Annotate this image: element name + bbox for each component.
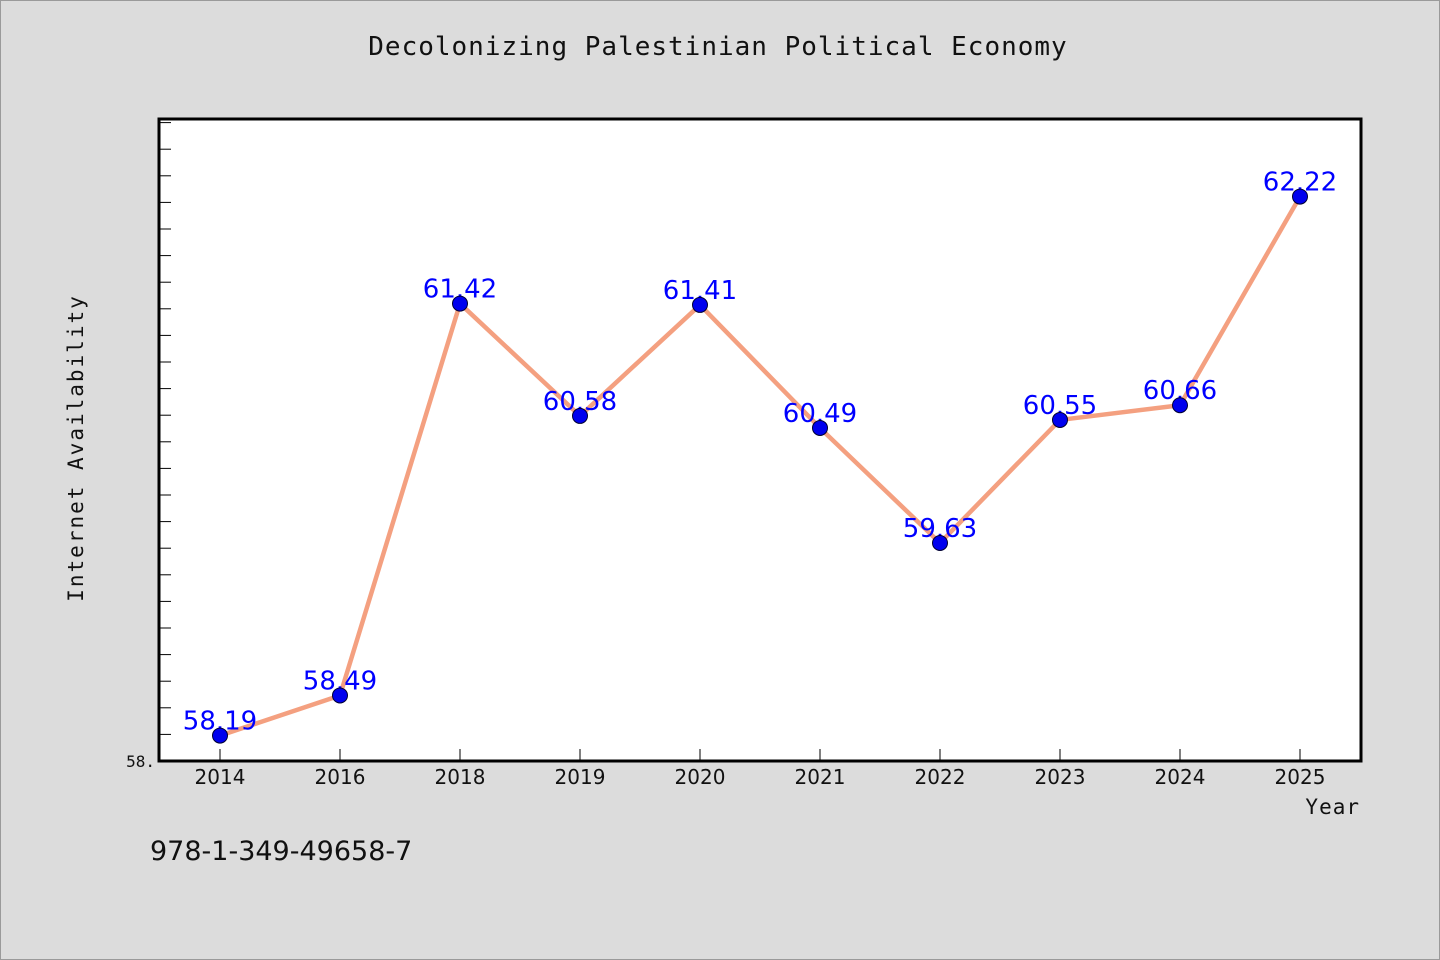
x-tick-label: 2024 xyxy=(1155,765,1206,789)
isbn-text: 978-1-349-49658-7 xyxy=(150,836,413,867)
x-tick-label: 2020 xyxy=(675,765,726,789)
x-tick-label: 2018 xyxy=(435,765,486,789)
x-axis-label: Year xyxy=(1305,795,1360,819)
x-tick-label: 2014 xyxy=(195,765,246,789)
x-tick-label: 2025 xyxy=(1275,765,1326,789)
data-point xyxy=(812,419,828,436)
x-tick-label: 2022 xyxy=(915,765,966,789)
x-tick-label: 2016 xyxy=(315,765,366,789)
data-point xyxy=(572,407,588,424)
chart-title: Decolonizing Palestinian Political Econo… xyxy=(368,32,1068,62)
y-tick-label: 58. xyxy=(126,752,155,771)
data-point xyxy=(452,295,468,312)
data-point xyxy=(1052,411,1068,428)
data-point xyxy=(932,534,948,551)
data-point xyxy=(1172,397,1188,414)
x-tick-label: 2021 xyxy=(795,765,846,789)
data-point xyxy=(692,296,708,313)
data-point xyxy=(332,687,348,704)
x-tick-label: 2019 xyxy=(555,765,606,789)
data-point xyxy=(212,727,228,744)
data-point xyxy=(1292,188,1308,205)
y-axis-ticks xyxy=(159,122,171,735)
series-line xyxy=(217,194,1303,738)
x-tick-label: 2023 xyxy=(1035,765,1086,789)
plot-area xyxy=(157,117,1363,763)
